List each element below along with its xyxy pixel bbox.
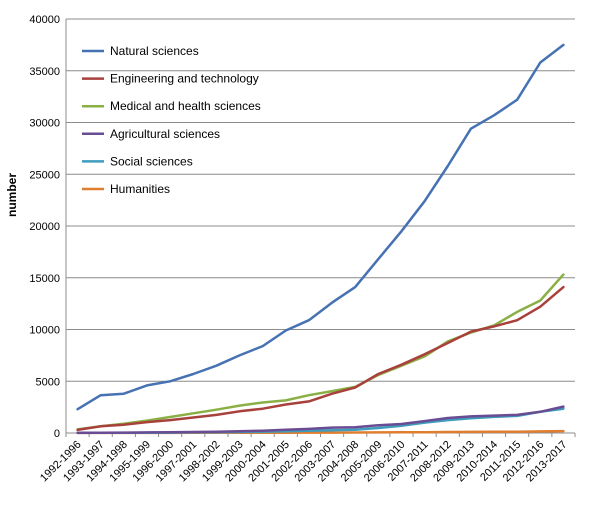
y-tick-label: 15000 xyxy=(29,273,60,285)
y-axis-title: number xyxy=(5,173,19,217)
y-tick-label: 35000 xyxy=(29,66,60,78)
series-line-natural-sciences xyxy=(76,43,565,411)
series-line-engineering-and-technology xyxy=(76,285,565,432)
series-line-medical-and-health-sciences xyxy=(76,273,565,431)
y-tick-label: 5000 xyxy=(36,376,60,388)
y-tick-label: 10000 xyxy=(29,325,60,337)
y-tick-label: 40000 xyxy=(29,14,60,26)
y-tick-label: 25000 xyxy=(29,169,60,181)
legend-label: Medical and health sciences xyxy=(110,99,261,113)
y-tick-label: 20000 xyxy=(29,221,60,233)
series-lines xyxy=(76,43,565,435)
legend-label: Humanities xyxy=(110,182,170,196)
grid xyxy=(66,18,575,382)
legend-label: Agricultural sciences xyxy=(110,127,220,141)
y-tick-label: 30000 xyxy=(29,118,60,130)
y-tick-label: 0 xyxy=(54,428,60,440)
legend-label: Social sciences xyxy=(110,154,193,168)
legend-label: Engineering and technology xyxy=(110,72,259,86)
legend-label: Natural sciences xyxy=(110,44,199,58)
legend: Natural sciences Engineering and technolo… xyxy=(82,44,261,196)
series-line-agricultural-sciences xyxy=(76,405,565,435)
